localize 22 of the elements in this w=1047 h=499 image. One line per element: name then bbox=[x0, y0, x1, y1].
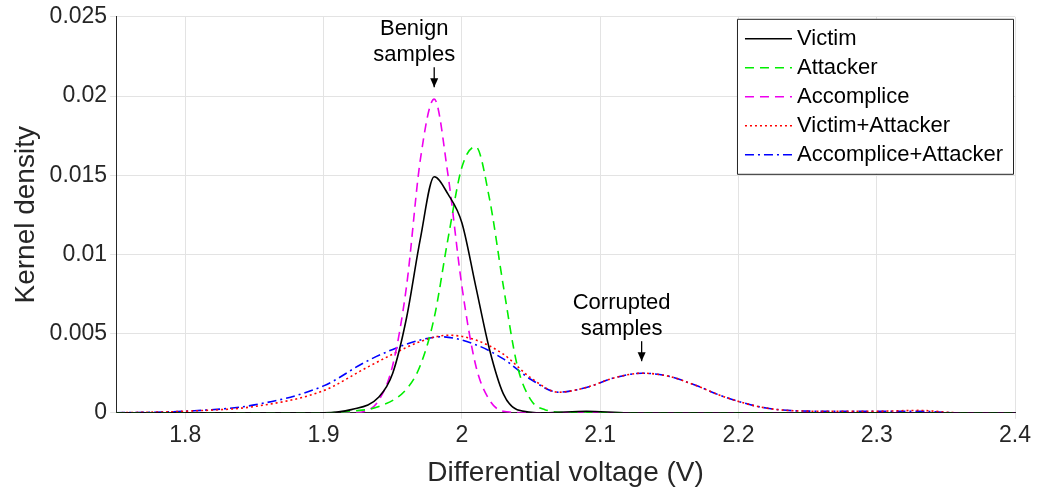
y-tick-label: 0.005 bbox=[49, 318, 108, 345]
x-tick-label: 1.9 bbox=[307, 420, 340, 447]
legend-label: Victim bbox=[796, 24, 857, 50]
y-tick-label: 0.02 bbox=[62, 81, 108, 108]
x-tick-label: 2.4 bbox=[999, 420, 1032, 447]
annotation: Corrupted samples bbox=[572, 289, 671, 341]
legend-label: Attacker bbox=[796, 53, 878, 79]
x-tick-label: 1.8 bbox=[169, 420, 202, 447]
y-axis-title: Kernel density bbox=[8, 126, 40, 304]
legend-label: Victim+Attacker bbox=[796, 111, 951, 137]
legend-label: Accomplice+Attacker bbox=[796, 140, 1004, 166]
y-tick-label: 0.025 bbox=[49, 2, 108, 29]
x-tick-label: 2.3 bbox=[860, 420, 893, 447]
x-tick-label: 2.2 bbox=[722, 420, 755, 447]
x-tick-label: 2 bbox=[455, 420, 469, 447]
y-tick-label: 0.01 bbox=[62, 239, 108, 266]
y-tick-label: 0 bbox=[94, 398, 108, 425]
y-tick-label: 0.015 bbox=[49, 160, 108, 187]
x-tick-label: 2.1 bbox=[584, 420, 617, 447]
legend-label: Accomplice bbox=[796, 82, 910, 108]
annotation: Benign samples bbox=[373, 15, 456, 67]
x-axis-title: Differential voltage (V) bbox=[427, 455, 704, 487]
